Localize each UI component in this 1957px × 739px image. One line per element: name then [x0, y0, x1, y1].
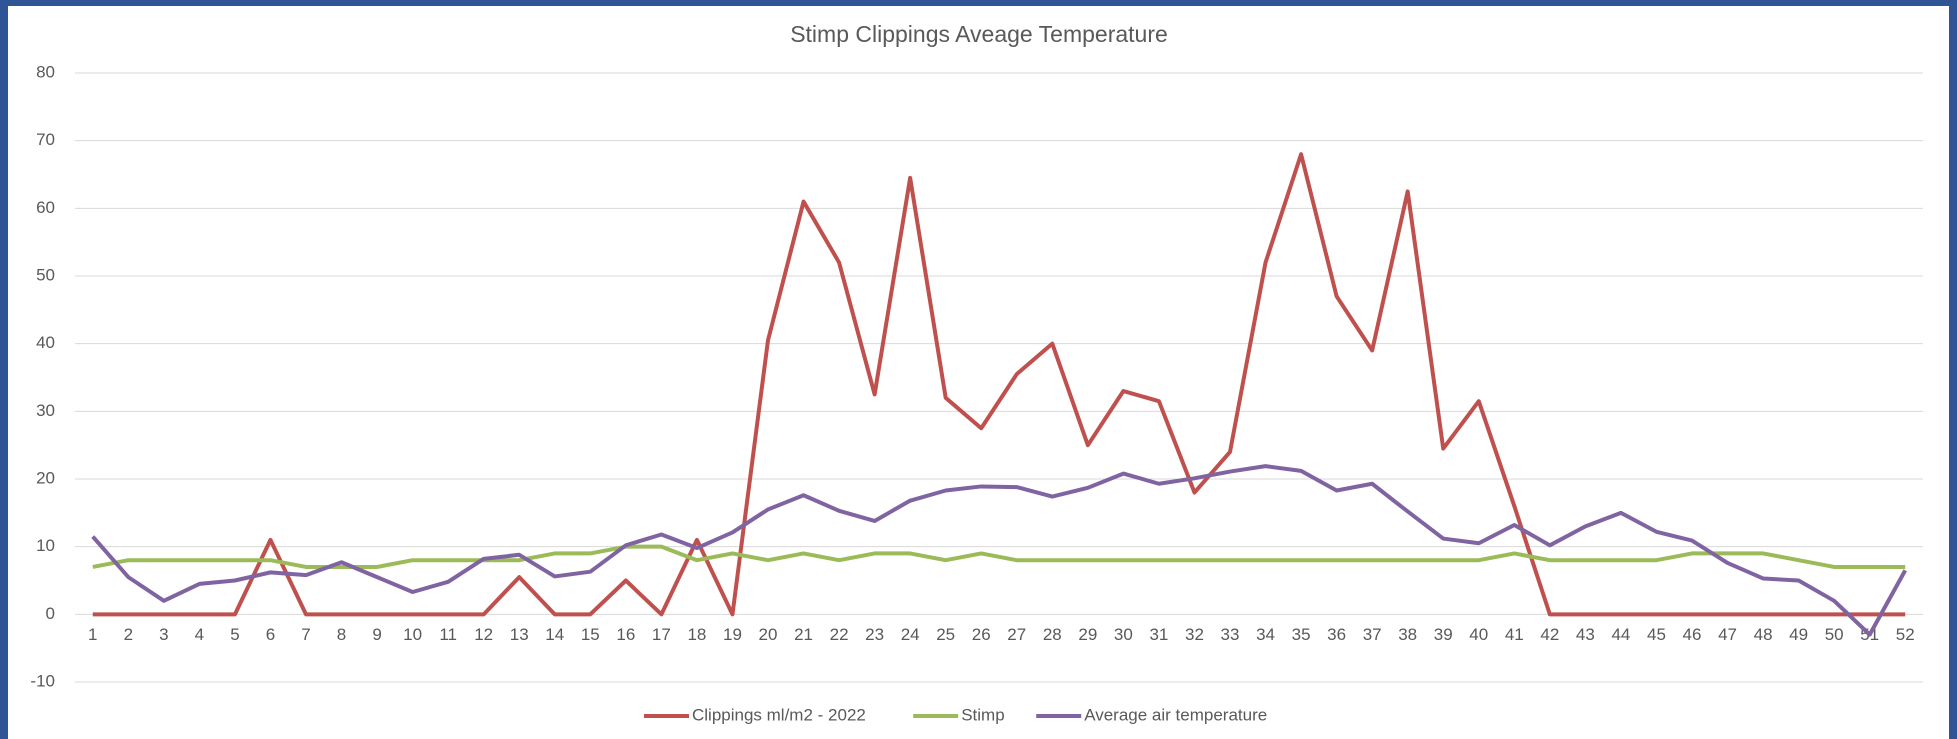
x-tick-label: 22 [830, 625, 849, 644]
x-tick-label: 15 [581, 625, 600, 644]
chart-area [8, 6, 1949, 739]
x-tick-label: 40 [1469, 625, 1488, 644]
x-tick-label: 25 [936, 625, 955, 644]
x-tick-label: 52 [1896, 625, 1915, 644]
y-tick-label: 40 [36, 333, 55, 352]
series-line [92, 544, 1906, 569]
x-tick-label: 24 [901, 625, 920, 644]
x-tick-label: 39 [1434, 625, 1453, 644]
x-tick-label: 4 [195, 625, 204, 644]
y-tick-label: 70 [36, 130, 55, 149]
y-tick-label: 20 [36, 468, 55, 487]
x-tick-label: 16 [616, 625, 635, 644]
y-tick-label: 10 [36, 536, 55, 555]
x-tick-label: 49 [1789, 625, 1808, 644]
y-tick-label: -10 [30, 671, 55, 690]
x-tick-label: 8 [337, 625, 346, 644]
x-tick-label: 36 [1327, 625, 1346, 644]
x-tick-label: 37 [1363, 625, 1382, 644]
x-tick-label: 38 [1398, 625, 1417, 644]
x-tick-label: 20 [759, 625, 778, 644]
x-tick-label: 17 [652, 625, 671, 644]
x-tick-label: 35 [1292, 625, 1311, 644]
x-tick-label: 5 [230, 625, 239, 644]
x-tick-label: 14 [545, 625, 564, 644]
x-tick-label: 18 [687, 625, 706, 644]
x-tick-label: 13 [510, 625, 529, 644]
x-tick-label: 29 [1078, 625, 1097, 644]
x-tick-label: 9 [372, 625, 381, 644]
x-tick-label: 30 [1114, 625, 1133, 644]
x-tick-label: 21 [794, 625, 813, 644]
legend-label: Average air temperature [1084, 705, 1267, 724]
x-tick-label: 44 [1611, 625, 1630, 644]
y-tick-label: 80 [36, 62, 55, 81]
x-tick-label: 50 [1825, 625, 1844, 644]
x-tick-label: 10 [403, 625, 422, 644]
x-tick-label: 48 [1754, 625, 1773, 644]
x-tick-label: 11 [439, 625, 457, 644]
legend-label: Stimp [961, 705, 1004, 724]
x-tick-label: 32 [1185, 625, 1204, 644]
x-tick-label: 46 [1683, 625, 1702, 644]
legend-label: Clippings ml/m2 - 2022 [692, 705, 866, 724]
x-tick-label: 33 [1221, 625, 1240, 644]
x-tick-label: 28 [1043, 625, 1062, 644]
x-tick-label: 1 [88, 625, 97, 644]
chart-title: Stimp Clippings Aveage Temperature [790, 21, 1168, 47]
x-tick-label: 34 [1256, 625, 1275, 644]
x-tick-label: 3 [159, 625, 168, 644]
x-tick-label: 2 [124, 625, 133, 644]
x-tick-label: 7 [301, 625, 310, 644]
y-tick-label: 50 [36, 265, 55, 284]
y-tick-label: 60 [36, 198, 55, 217]
x-tick-label: 45 [1647, 625, 1666, 644]
series-line [92, 152, 1906, 617]
y-tick-label: 30 [36, 401, 55, 420]
x-tick-label: 26 [972, 625, 991, 644]
x-tick-label: 23 [865, 625, 884, 644]
x-tick-label: 42 [1540, 625, 1559, 644]
x-tick-label: 41 [1505, 625, 1524, 644]
x-tick-label: 19 [723, 625, 742, 644]
x-tick-label: 12 [474, 625, 493, 644]
series-line [91, 464, 1907, 637]
x-tick-label: 6 [266, 625, 275, 644]
x-tick-label: 31 [1149, 625, 1168, 644]
x-tick-label: 43 [1576, 625, 1595, 644]
x-tick-label: 47 [1718, 625, 1737, 644]
x-tick-label: 27 [1007, 625, 1026, 644]
y-tick-label: 0 [46, 604, 55, 623]
